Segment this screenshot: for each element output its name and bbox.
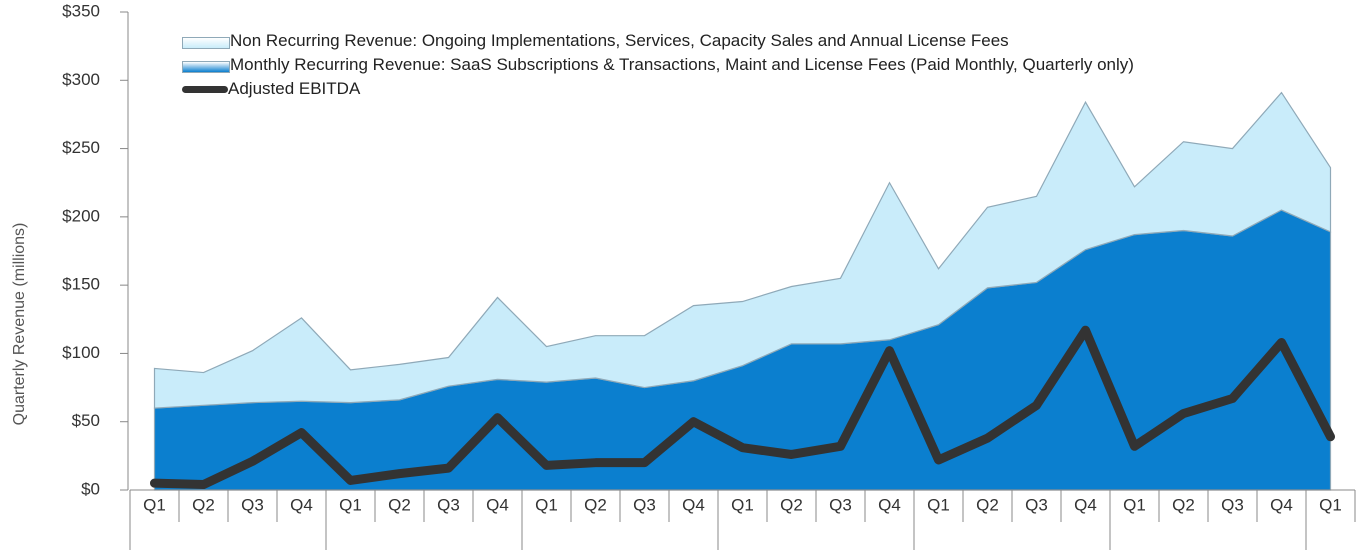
- legend-swatch: [182, 37, 230, 49]
- legend-swatch: [182, 86, 228, 93]
- line: [150, 325, 1335, 490]
- x-tick-label: Q1: [927, 495, 950, 514]
- x-tick-label: Q1: [143, 495, 166, 514]
- x-tick-label: Q4: [682, 495, 705, 514]
- y-tick-label: $250: [62, 138, 100, 157]
- legend: Non Recurring Revenue: Ongoing Implement…: [182, 30, 1182, 102]
- legend-label: Non Recurring Revenue: Ongoing Implement…: [230, 31, 1009, 50]
- legend-label: Adjusted EBITDA: [228, 79, 361, 98]
- y-tick-label: $350: [62, 1, 100, 20]
- y-tick-label: $150: [62, 275, 100, 294]
- x-tick-label: Q1: [535, 495, 558, 514]
- legend-item: Adjusted EBITDA: [182, 78, 1182, 100]
- y-tick-label: $50: [72, 411, 100, 430]
- area: [153, 91, 1332, 409]
- x-tick-label: Q3: [1221, 495, 1244, 514]
- x-tick-label: Q2: [1172, 495, 1195, 514]
- x-tick-label: Q3: [829, 495, 852, 514]
- x-tick-label: Q4: [1074, 495, 1097, 514]
- x-tick-label: Q2: [192, 495, 215, 514]
- x-tick-label: Q4: [486, 495, 509, 514]
- x-tick-label: Q4: [290, 495, 313, 514]
- x-tick-label: Q1: [731, 495, 754, 514]
- y-tick-label: $200: [62, 206, 100, 225]
- x-tick-label: Q3: [633, 495, 656, 514]
- y-axis-label: Quarterly Revenue (millions): [11, 223, 28, 426]
- x-tick-label: Q1: [1319, 495, 1342, 514]
- x-tick-label: Q4: [1270, 495, 1293, 514]
- x-tick-label: Q3: [241, 495, 264, 514]
- legend-item: Non Recurring Revenue: Ongoing Implement…: [182, 30, 1182, 52]
- x-tick-label: Q2: [780, 495, 803, 514]
- legend-item: Monthly Recurring Revenue: SaaS Subscrip…: [182, 54, 1182, 76]
- y-tick-label: $300: [62, 70, 100, 89]
- x-tick-label: Q2: [976, 495, 999, 514]
- x-tick-label: Q1: [1123, 495, 1146, 514]
- x-tick-label: Q3: [437, 495, 460, 514]
- y-tick-label: $100: [62, 343, 100, 362]
- legend-label: Monthly Recurring Revenue: SaaS Subscrip…: [230, 55, 1134, 74]
- x-tick-label: Q2: [388, 495, 411, 514]
- x-tick-label: Q2: [584, 495, 607, 514]
- x-tick-label: Q3: [1025, 495, 1048, 514]
- x-tick-label: Q4: [878, 495, 901, 514]
- x-tick-label: Q1: [339, 495, 362, 514]
- legend-swatch: [182, 61, 230, 73]
- y-tick-label: $0: [81, 479, 100, 498]
